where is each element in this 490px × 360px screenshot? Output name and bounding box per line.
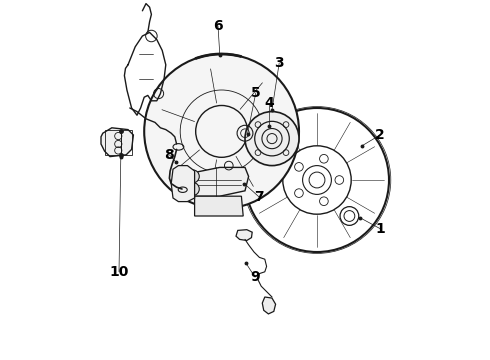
Text: 7: 7 [255, 190, 264, 204]
Text: 6: 6 [213, 19, 223, 33]
Text: 2: 2 [375, 128, 385, 142]
Polygon shape [236, 230, 252, 240]
Polygon shape [101, 128, 133, 157]
Circle shape [144, 54, 299, 209]
Circle shape [245, 112, 299, 166]
Polygon shape [262, 297, 275, 314]
Polygon shape [187, 167, 248, 196]
Polygon shape [171, 166, 195, 202]
Circle shape [186, 183, 199, 195]
Text: 3: 3 [274, 56, 284, 70]
Text: 8: 8 [165, 148, 174, 162]
Text: 10: 10 [109, 265, 129, 279]
Text: 5: 5 [251, 86, 261, 100]
Circle shape [196, 105, 247, 157]
Text: 1: 1 [375, 222, 385, 235]
Circle shape [186, 170, 199, 183]
Polygon shape [195, 196, 243, 216]
Text: 4: 4 [265, 96, 274, 109]
Text: 9: 9 [250, 270, 260, 284]
